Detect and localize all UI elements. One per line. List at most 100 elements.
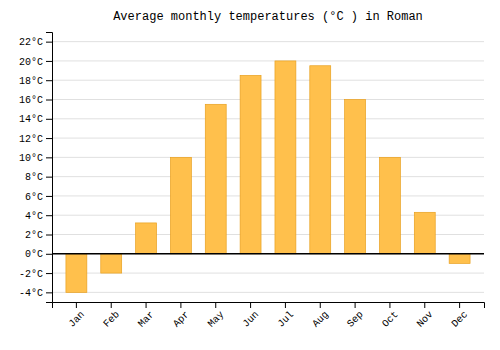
grid-line: [52, 138, 484, 139]
tick-label: Jun: [241, 309, 262, 330]
bar: [414, 212, 435, 253]
tick-mark: [46, 235, 52, 236]
tick: Feb: [101, 302, 122, 330]
tick-label: 12°C: [19, 134, 43, 145]
tick: Jan: [66, 302, 87, 330]
y-axis: -4°C -2°C 0°C 2°C 4°C 6°C 8°C 10°C 12°C 14°C 16°C 1…: [19, 33, 53, 303]
tick-label: 16°C: [19, 95, 43, 106]
tick: 22°C: [19, 37, 52, 48]
bar: [275, 61, 296, 254]
grid-line: [52, 292, 484, 293]
tick-label: 4°C: [25, 211, 43, 222]
tick-label: 6°C: [25, 192, 43, 203]
axis-line: [53, 303, 485, 309]
tick: Nov: [415, 302, 436, 330]
tick-mark: [46, 254, 52, 255]
grid-line: [52, 41, 484, 42]
tick: Jun: [241, 302, 262, 330]
tick-label: 20°C: [19, 57, 43, 68]
tick-mark: [46, 292, 52, 293]
tick-mark: [46, 138, 52, 139]
tick-label: 0°C: [25, 249, 43, 260]
bar: [205, 104, 226, 253]
grid-line: [52, 176, 484, 177]
grid-line: [52, 157, 484, 158]
tick: -4°C: [19, 288, 52, 299]
tick-mark: [46, 100, 52, 101]
tick: Aug: [310, 302, 331, 330]
tick: Mar: [136, 302, 157, 330]
tick-mark: [46, 119, 52, 120]
tick-label: -2°C: [19, 269, 43, 280]
axis-line: [46, 33, 53, 303]
tick: Oct: [380, 302, 401, 330]
bar: [66, 254, 87, 293]
tick: 0°C: [25, 249, 52, 260]
tick-mark: [180, 302, 181, 308]
tick: Dec: [450, 302, 471, 330]
tick-mark: [424, 302, 425, 308]
x-axis: Jan Feb Mar Apr May Jun Jul Aug Sep Oct Nov Dec: [53, 302, 485, 330]
bars: [52, 61, 484, 292]
tick-label: Dec: [450, 309, 471, 330]
tick-label: 2°C: [25, 230, 43, 241]
tick: 18°C: [19, 76, 52, 87]
tick-mark: [389, 302, 390, 308]
tick: 6°C: [25, 192, 52, 203]
title: Average monthly temperatures (°C ) in Ro…: [113, 10, 423, 24]
tick-label: Aug: [310, 309, 331, 330]
bar: [345, 100, 366, 254]
tick-mark: [46, 177, 52, 178]
tick: Sep: [345, 302, 366, 330]
tick: 16°C: [19, 95, 52, 106]
grid-line: [52, 195, 484, 196]
tick-label: Jan: [66, 309, 87, 330]
tick-label: May: [206, 309, 227, 330]
bar: [310, 66, 331, 254]
tick-mark: [250, 302, 251, 308]
tick-mark: [111, 302, 112, 308]
tick: 14°C: [19, 114, 52, 125]
tick-mark: [46, 273, 52, 274]
tick: 4°C: [25, 211, 52, 222]
tick: -2°C: [19, 269, 52, 280]
bar: [449, 254, 470, 264]
tick-label: Oct: [380, 309, 401, 330]
chart: -4°C -2°C 0°C 2°C 4°C 6°C 8°C 10°C 12°C 14°C 16°C 1…: [0, 0, 500, 350]
tick-mark: [46, 196, 52, 197]
tick-label: Jul: [276, 309, 297, 330]
bar: [240, 75, 261, 253]
tick-mark: [46, 215, 52, 216]
tick-mark: [459, 302, 460, 308]
grid-line: [52, 253, 484, 254]
tick: 2°C: [25, 230, 52, 241]
tick: 12°C: [19, 134, 52, 145]
grid-line: [52, 80, 484, 81]
tick-mark: [46, 157, 52, 158]
grid-line: [52, 60, 484, 61]
tick-label: 10°C: [19, 153, 43, 164]
tick-label: Sep: [345, 309, 366, 330]
bar: [379, 157, 400, 253]
tick-label: Apr: [171, 309, 192, 330]
tick: 10°C: [19, 153, 52, 164]
tick-mark: [285, 302, 286, 308]
tick: Jul: [276, 302, 297, 330]
tick-mark: [146, 302, 147, 308]
tick-label: Nov: [415, 309, 436, 330]
tick: Apr: [171, 302, 192, 330]
tick-label: 18°C: [19, 76, 43, 87]
tick-mark: [320, 302, 321, 308]
grid-line: [52, 99, 484, 100]
tick-mark: [355, 302, 356, 308]
grid-line: [52, 118, 484, 119]
tick: 20°C: [19, 57, 52, 68]
tick-label: Feb: [101, 309, 122, 330]
tick-label: -4°C: [19, 288, 43, 299]
tick-mark: [46, 42, 52, 43]
tick: 8°C: [25, 172, 52, 183]
tick: May: [206, 302, 227, 330]
tick-label: 8°C: [25, 172, 43, 183]
bar: [101, 254, 122, 273]
grid: [52, 42, 484, 293]
